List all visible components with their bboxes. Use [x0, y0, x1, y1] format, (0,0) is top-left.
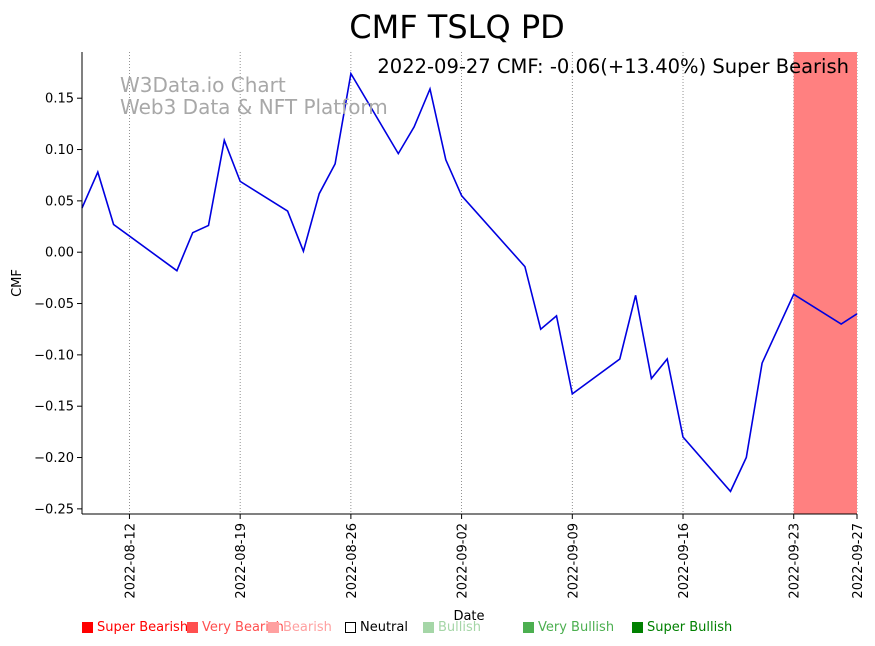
x-tick-label: 2022-09-09 [566, 523, 581, 599]
x-tick-label: 2022-09-23 [788, 523, 803, 599]
legend-item: Very Bullish [523, 620, 614, 635]
cmf-data-point [556, 315, 558, 317]
legend-label: Super Bullish [647, 620, 733, 635]
x-axis-label: Date [453, 609, 484, 624]
cmf-data-point [666, 358, 668, 360]
cmf-data-point [113, 224, 115, 226]
cmf-data-point [303, 250, 305, 252]
x-ticks: 2022-08-12 2022-08-19 2022-08-26 2022-09-02… [123, 514, 866, 599]
cmf-data-point [97, 171, 99, 173]
y-tick-label: 0.10 [45, 143, 74, 158]
cmf-data-point [334, 163, 336, 165]
x-tick-label: 2022-08-12 [123, 523, 138, 599]
legend-item: Bearish [268, 620, 332, 635]
cmf-data-point [208, 225, 210, 227]
legend-swatch [187, 622, 198, 633]
cmf-data-point [192, 232, 194, 234]
legend-label: Very Bearish [202, 620, 284, 635]
y-tick-label: −0.25 [34, 502, 74, 517]
watermark-line-2: Web3 Data & NFT Platform [120, 95, 388, 119]
cmf-data-point [350, 73, 352, 75]
legend-swatch [423, 622, 434, 633]
super-bearish-highlight-band [793, 52, 857, 514]
legend-item: Bullish [423, 620, 481, 635]
legend-item: Super Bearish [82, 620, 188, 635]
legend-item: Neutral [345, 620, 408, 635]
x-tick-label: 2022-08-19 [234, 523, 249, 599]
cmf-data-point [318, 193, 320, 195]
cmf-series-line [81, 71, 858, 493]
cmf-data-point [682, 436, 684, 438]
cmf-data-point [651, 378, 653, 380]
cmf-data-point [461, 195, 463, 197]
y-axis-label: CMF [10, 269, 25, 297]
y-tick-label: −0.05 [34, 297, 74, 312]
legend-label: Bullish [438, 620, 482, 635]
cmf-data-point [413, 126, 415, 128]
y-tick-label: −0.20 [34, 451, 74, 466]
cmf-data-point [398, 153, 400, 155]
chart-subtitle: 2022-09-27 CMF: -0.06(+13.40%) Super Bea… [377, 55, 849, 78]
legend-label: Super Bearish [97, 620, 189, 635]
x-tick-label: 2022-09-27 [851, 523, 866, 599]
y-tick-label: −0.15 [34, 400, 74, 415]
cmf-data-point [540, 328, 542, 330]
cmf-data-point [840, 323, 842, 325]
y-tick-label: 0.05 [45, 194, 74, 209]
cmf-data-points [81, 73, 858, 492]
cmf-data-point [224, 139, 226, 141]
axes [81, 52, 857, 515]
sentiment-legend: Super Bearish Very Bearish Bearish Neutral B… [0, 620, 875, 640]
cmf-data-point [761, 362, 763, 364]
cmf-data-point [445, 159, 447, 161]
legend-swatch [268, 622, 279, 633]
legend-swatch [345, 622, 356, 633]
legend-item: Super Bullish [632, 620, 732, 635]
cmf-data-point [429, 88, 431, 90]
legend-label: Neutral [360, 620, 408, 635]
cmf-data-point [745, 457, 747, 459]
legend-swatch [82, 622, 93, 633]
legend-item: Very Bearish [187, 620, 284, 635]
legend-label: Bearish [283, 620, 332, 635]
legend-swatch [632, 622, 643, 633]
cmf-data-point [856, 313, 858, 315]
legend-swatch [523, 622, 534, 633]
cmf-data-point [524, 266, 526, 268]
legend-label: Very Bullish [538, 620, 615, 635]
cmf-data-point [730, 491, 732, 493]
x-tick-label: 2022-09-16 [677, 523, 692, 599]
x-tick-label: 2022-09-02 [456, 523, 471, 599]
watermark-line-1: W3Data.io Chart [120, 73, 286, 97]
cmf-data-point [176, 270, 178, 272]
cmf-data-point [793, 293, 795, 295]
cmf-data-point [619, 358, 621, 360]
chart-title: CMF TSLQ PD [349, 8, 565, 46]
cmf-data-point [239, 181, 241, 183]
cmf-data-point [81, 207, 83, 209]
y-tick-label: 0.00 [45, 246, 74, 261]
x-tick-label: 2022-08-26 [345, 523, 360, 599]
y-tick-label: 0.15 [45, 92, 74, 107]
y-tick-label: −0.10 [34, 348, 74, 363]
cmf-data-point [635, 295, 637, 297]
y-ticks: 0.15 0.10 0.05 0.00 −0.05 −0.10 −0.15 −0.20 −0.2… [34, 92, 82, 517]
cmf-data-point [287, 210, 289, 212]
cmf-data-point [572, 393, 574, 395]
